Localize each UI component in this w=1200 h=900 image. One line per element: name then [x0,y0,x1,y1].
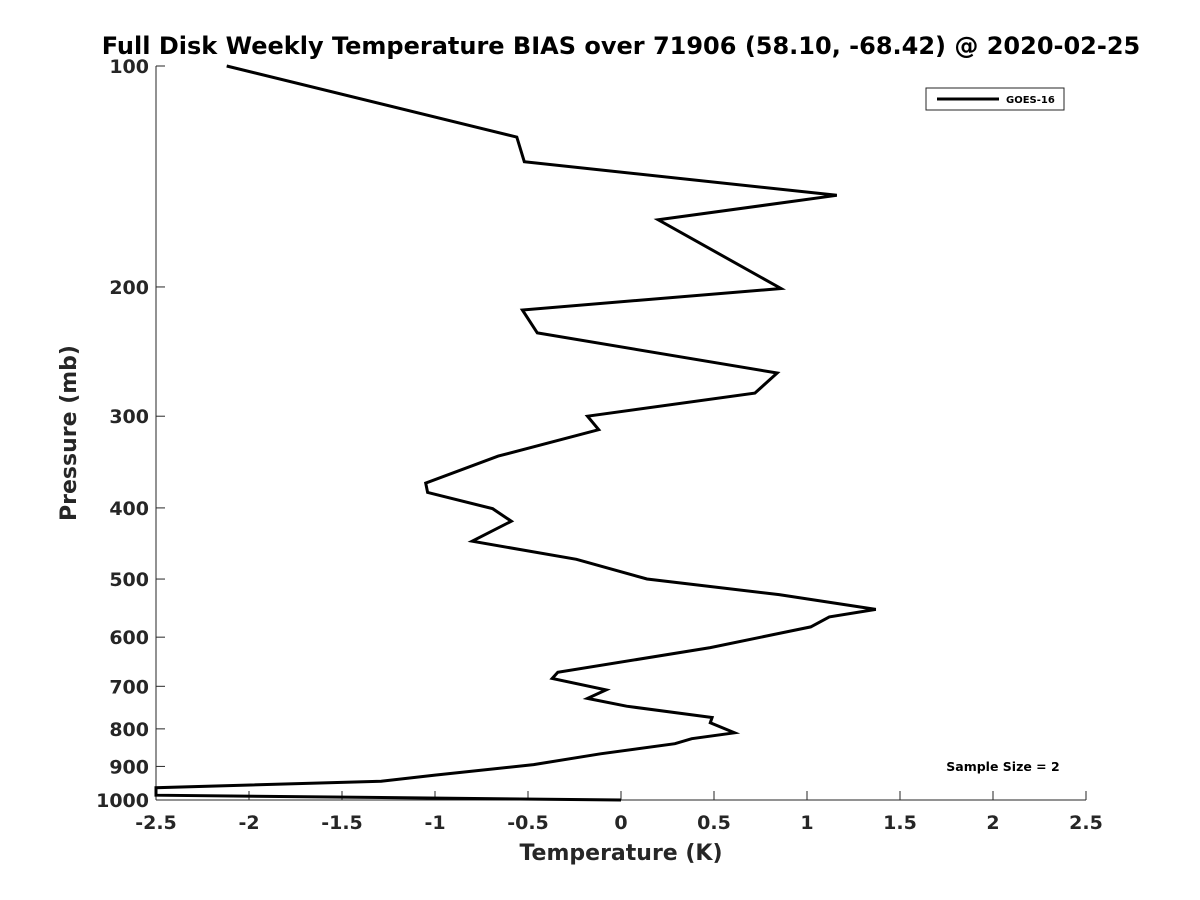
x-tick-label: 1 [800,812,813,834]
y-tick-label: 500 [109,569,149,591]
x-tick-label: -0.5 [507,812,549,834]
y-tick-label: 300 [109,406,149,428]
x-tick-label: -1.5 [321,812,363,834]
x-tick-label: 2.5 [1069,812,1103,834]
x-tick-label: -2.5 [135,812,177,834]
chart-title: Full Disk Weekly Temperature BIAS over 7… [102,32,1141,60]
y-tick-label: 600 [109,627,149,649]
x-tick-label: 0 [614,812,627,834]
x-tick-label: 0.5 [697,812,731,834]
plot-series [154,64,877,802]
legend-entry-goes-16: GOES-16 [1006,95,1055,106]
y-tick-label: 200 [109,277,149,299]
series-line-0 [154,64,877,802]
x-tick-label: -2 [238,812,259,834]
y-tick-label: 800 [109,719,149,741]
y-tick-label: 100 [109,56,149,78]
y-tick-label: 900 [109,756,149,778]
x-tick-label: 1.5 [883,812,917,834]
x-axis-label: Temperature (K) [519,841,722,866]
y-tick-label: 1000 [96,790,149,812]
x-tick-label: 2 [986,812,999,834]
x-tick-label: -1 [424,812,445,834]
sample-size-annotation: Sample Size = 2 [946,759,1059,774]
axes: -2.5 -2 -1.5 -1 -0.5 0 0.5 1 1.5 2 2.5 100 200 300 400… [96,56,1103,834]
legend: GOES-16 [925,87,1065,111]
y-tick-label: 700 [109,676,149,698]
y-axis-label: Pressure (mb) [57,345,82,521]
y-tick-label: 400 [109,498,149,520]
